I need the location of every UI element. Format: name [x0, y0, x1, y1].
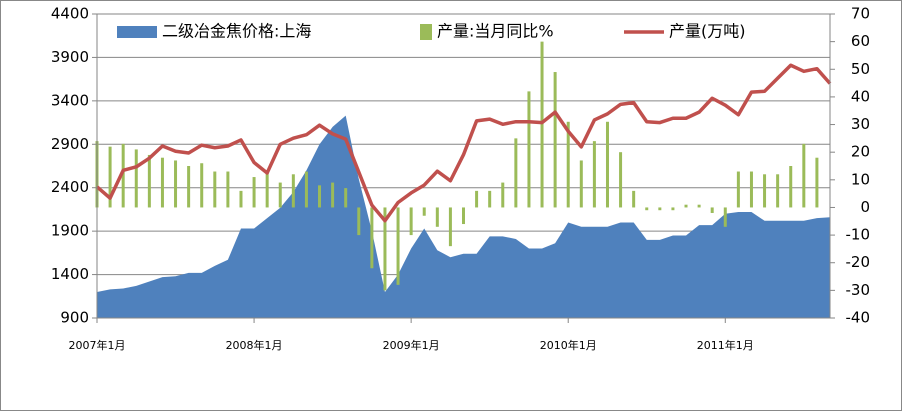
bar	[789, 166, 793, 208]
bar	[632, 190, 636, 208]
bar	[252, 177, 256, 208]
bar	[147, 154, 151, 208]
bar	[776, 174, 780, 208]
y2-tick-label: -40	[846, 309, 871, 327]
bar	[592, 141, 596, 208]
y-tick-label: 3400	[51, 91, 89, 109]
y-tick-label: 4400	[51, 5, 89, 23]
bar	[448, 207, 452, 247]
y2-tick-label: 70	[851, 5, 870, 23]
x-tick-label: 2011年1月	[697, 338, 754, 352]
bar	[304, 171, 308, 208]
y-tick-label: 1900	[51, 222, 89, 240]
x-tick-label: 2010年1月	[540, 338, 597, 352]
y2-tick-label: 40	[851, 87, 870, 105]
y2-tick-label: -20	[846, 253, 871, 271]
legend-swatch	[420, 24, 432, 40]
y-tick-label: 1400	[51, 265, 89, 283]
area	[97, 115, 830, 318]
x-tick-label: 2009年1月	[383, 338, 440, 352]
bar	[213, 171, 217, 208]
y2-tick-label: 60	[851, 32, 870, 50]
axes: 900 1400 1900 2400 2900 3400 3900 4400 -40 -30 -20…	[51, 5, 870, 353]
bar	[749, 171, 753, 208]
bar	[540, 41, 544, 208]
bar	[396, 207, 400, 285]
y2-tick-label: 30	[851, 115, 870, 133]
y2-tick-label: 10	[851, 170, 870, 188]
bar	[108, 146, 112, 208]
x-tick-label: 2008年1月	[226, 338, 283, 352]
bar	[121, 143, 125, 208]
bar	[318, 185, 322, 208]
legend: 二级冶金焦价格:上海 产量:当月同比% 产量(万吨)	[117, 22, 746, 41]
y2-tick-label: -30	[846, 281, 871, 299]
bar	[815, 157, 819, 208]
bar	[671, 207, 675, 211]
bar	[200, 163, 204, 208]
bar	[226, 171, 230, 208]
bar	[488, 190, 492, 208]
bar	[462, 207, 465, 225]
bar	[383, 207, 387, 291]
bar	[409, 207, 413, 236]
bar	[553, 72, 557, 208]
bar	[422, 207, 426, 216]
bar	[579, 160, 583, 208]
y-tick-label: 900	[60, 309, 89, 327]
bar	[475, 190, 479, 208]
bar	[435, 207, 439, 227]
bar	[566, 121, 570, 208]
bar	[187, 166, 191, 208]
bar	[370, 207, 374, 269]
y2-tick-label: 20	[851, 143, 870, 161]
bar	[697, 204, 701, 208]
y2-tick-label: 50	[851, 60, 870, 78]
y-tick-label: 2400	[51, 178, 89, 196]
legend-swatch	[117, 26, 157, 38]
bar	[344, 188, 348, 208]
bar	[684, 204, 688, 208]
legend-label: 产量(万吨)	[669, 22, 746, 41]
bar	[357, 207, 361, 236]
y2-tick-label: 0	[860, 198, 870, 216]
bar	[802, 143, 806, 208]
bar	[710, 207, 714, 213]
bar	[605, 121, 609, 208]
bar	[645, 207, 649, 211]
bar	[331, 182, 335, 208]
line	[95, 63, 832, 223]
x-tick-label: 2007年1月	[69, 338, 126, 352]
bar	[265, 171, 269, 208]
plot	[95, 41, 832, 318]
bar	[619, 152, 623, 208]
bar	[658, 207, 662, 211]
bar	[723, 207, 727, 227]
bar	[239, 190, 243, 208]
bar	[174, 160, 178, 208]
y2-tick-label: -10	[846, 226, 871, 244]
bar	[501, 182, 505, 208]
legend-label: 二级冶金焦价格:上海	[162, 22, 311, 41]
bar	[527, 91, 531, 208]
bar	[160, 157, 164, 208]
bar	[736, 171, 740, 208]
bar	[278, 182, 282, 208]
bar	[514, 138, 518, 208]
legend-label: 产量:当月同比%	[437, 22, 554, 41]
y-tick-label: 3900	[51, 48, 89, 66]
bar	[763, 174, 767, 208]
bar	[134, 149, 138, 208]
bar	[291, 174, 295, 208]
y-tick-label: 2900	[51, 135, 89, 153]
